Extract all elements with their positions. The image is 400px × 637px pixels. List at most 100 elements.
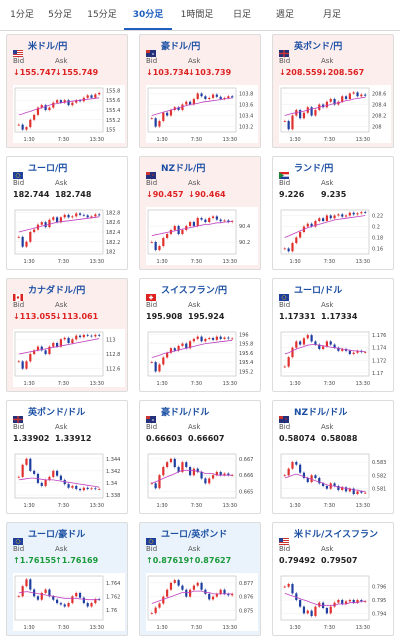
candle [287,248,290,252]
tab-7[interactable]: 週足 [275,10,294,20]
candle [321,483,325,486]
candle [90,95,93,98]
pair-name[interactable]: ランド/円 [294,163,334,174]
candle [67,484,70,488]
rate-card[interactable]: NZドル/ドル Bid Ask 0.58074 0.58088 0.583 0.582 0.5… [272,400,394,514]
rate-card[interactable]: ユーロ/英ポンド Bid Ask ↑0.87619 ↑0.87627 0.877 0.876… [139,522,261,636]
rate-card[interactable]: ユーロ/ドル Bid Ask 1.17331 1.17334 1.176 1.174 1.17… [272,278,394,392]
rate-card[interactable]: 米ドル/スイスフラン Bid Ask 0.79492 0.79507 0.796 0.795… [272,522,394,636]
bid-label: Bid [13,545,25,553]
candle [360,491,363,493]
card-title[interactable]: カナダドル/円 [13,283,86,301]
pair-name[interactable]: スイスフラン/円 [161,285,228,296]
tab-5[interactable]: 1時間足 [180,10,214,20]
candle [208,593,211,600]
rate-card[interactable]: 豪ドル/ドル Bid Ask 0.66603 0.66607 0.667 0.666 0.66… [139,400,261,514]
rate-card[interactable]: ユーロ/円 Bid Ask 182.744 182.748 182.8 182.6 182.4… [6,156,128,270]
rate-card[interactable]: 英ポンド/ドル Bid Ask 1.33902 1.33912 1.344 1.342 1.3… [6,400,128,514]
plot-frame [147,209,237,255]
x-tick-label: 1:30 [23,381,34,387]
flag-icon [279,286,289,301]
candle [295,593,298,600]
pair-name[interactable]: 米ドル/スイスフラン [294,529,379,540]
candle [150,118,153,120]
pair-name[interactable]: 豪ドル/円 [161,41,201,52]
tab-8[interactable]: 月足 [322,10,341,20]
pair-name[interactable]: 英ポンド/円 [294,41,343,52]
pair-name[interactable]: ユーロ/豪ドル [28,529,86,540]
candle [283,366,286,368]
candlestick-chart: 0.877 0.876 0.875 1:30 7:30 13:30 [146,573,258,631]
card-title[interactable]: NZドル/ドル [279,405,348,423]
bid-value: 0.79492 [279,556,316,565]
tab-4[interactable]: 30分足 [124,0,172,30]
candle [40,482,43,486]
ask-value: ↓113.061 [55,312,99,321]
pair-name[interactable]: NZドル/ドル [294,407,348,418]
card-title[interactable]: 米ドル/円 [13,39,68,57]
candle [29,119,32,128]
candle [192,468,196,476]
pair-name[interactable]: 英ポンド/ドル [28,407,86,418]
candle [219,96,222,99]
rate-card[interactable]: 米ドル/円 Bid Ask ↓155.747 ↓155.749 155.8 155.6 155… [6,34,128,148]
y-tick-label: 0.18 [372,236,383,242]
rate-card[interactable]: NZドル/円 Bid Ask ↓90.457 ↓90.464 90.4 90.2 1:30 7:… [139,156,261,270]
pair-name[interactable]: ユーロ/円 [28,163,68,174]
bid-label: Bid [279,57,291,65]
tab-6[interactable]: 日足 [232,10,251,20]
tab-3[interactable]: 15分足 [87,10,117,20]
candle [154,607,157,614]
card-title[interactable]: ユーロ/ドル [279,283,343,301]
bid-value: ↓113.055 [13,312,57,321]
bid-label: Bid [279,545,291,553]
rate-card[interactable]: スイスフラン/円 Bid Ask 195.908 195.924 196 195.8 195.… [139,278,261,392]
rate-card[interactable]: カナダドル/円 Bid Ask ↓113.055 ↓113.061 113 112.8 112… [6,278,128,392]
candlestick-chart: 182.8 182.6 182.4 182.2 182 1:30 7:30 13:30 [13,207,125,265]
rate-card[interactable]: 豪ドル/円 Bid Ask ↓103.734 ↓103.739 103.8 103.6 103… [139,34,261,148]
card-title[interactable]: 豪ドル/円 [146,39,201,57]
candle [223,589,226,594]
candle [29,458,32,471]
rate-card[interactable]: ユーロ/豪ドル Bid Ask ↑1.76155 ↑1.76169 1.764 1.762 1… [6,522,128,636]
bid-value: 195.908 [146,312,183,321]
card-title[interactable]: ユーロ/豪ドル [13,527,86,545]
card-title[interactable]: ユーロ/円 [13,161,68,179]
candle [169,582,173,590]
candle [44,222,47,228]
rate-card[interactable]: ランド/円 Bid Ask 9.226 9.235 0.22 0.2 0.18 0.16 1:30… [272,156,394,270]
card-title[interactable]: NZドル/円 [146,161,206,179]
candle [21,361,24,369]
card-title[interactable]: 英ポンド/円 [279,39,343,57]
candle [173,580,176,583]
pair-name[interactable]: 豪ドル/ドル [161,407,210,418]
candle [86,95,89,98]
candle [78,100,82,102]
card-title[interactable]: 英ポンド/ドル [13,405,86,423]
card-title[interactable]: 米ドル/スイスフラン [279,527,379,545]
tab-2[interactable]: 5分足 [48,10,72,20]
candle [94,334,97,337]
card-title[interactable]: スイスフラン/円 [146,283,228,301]
bid-value: ↑1.76155 [13,556,57,565]
card-title[interactable]: ユーロ/英ポンド [146,527,228,545]
candle [90,216,93,218]
candle [299,110,302,119]
rate-card[interactable]: 英ポンド/円 Bid Ask ↓208.559 ↓208.567 208.6 208.4 20… [272,34,394,148]
tab-1[interactable]: 1分足 [10,10,34,20]
pair-name[interactable]: NZドル/円 [161,163,206,174]
card-title[interactable]: 豪ドル/ドル [146,405,210,423]
candle [181,585,184,590]
pair-name[interactable]: ユーロ/英ポンド [161,529,228,540]
candle [333,99,336,105]
pair-name[interactable]: ユーロ/ドル [294,285,343,296]
candle [33,114,36,120]
candle [94,214,97,217]
card-title[interactable]: ランド/円 [279,161,334,179]
pair-name[interactable]: カナダドル/円 [28,285,86,296]
ask-label: Ask [188,301,201,309]
candle [40,346,43,351]
pair-name[interactable]: 米ドル/円 [28,41,68,52]
candle [310,475,313,482]
y-tick-label: 195.2 [239,369,253,375]
